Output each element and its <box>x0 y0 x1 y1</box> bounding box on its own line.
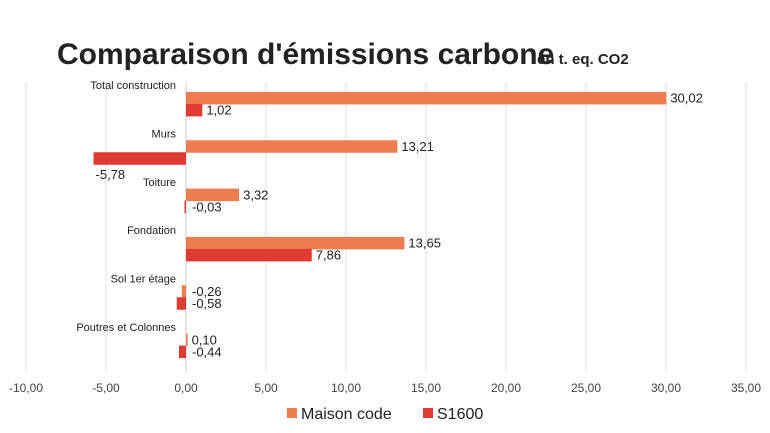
category-labels: Total construction Murs Toiture Fondation So… <box>76 80 176 334</box>
x-axis-ticks: -10,00 -5,00 0,00 5,00 10,00 15,00 20,00 25,00 3… <box>9 381 761 395</box>
bar-maison-code-total-construction <box>186 91 667 105</box>
x-tick-label: 20,00 <box>491 381 521 395</box>
category-label-murs: Murs <box>152 129 177 141</box>
x-tick-label: 35,00 <box>731 381 761 395</box>
bars <box>93 91 667 359</box>
x-tick-label: -10,00 <box>9 381 43 395</box>
bar-s1600-total-construction <box>186 103 203 117</box>
legend: Maison code S1600 <box>287 406 483 423</box>
x-tick-label: 25,00 <box>571 381 601 395</box>
chart-title: Comparaison d'émissions carbone <box>57 38 554 71</box>
x-tick-label: 10,00 <box>331 381 361 395</box>
data-label-maison-code-poutres-et-colonnes: 0,10 <box>192 332 217 347</box>
bar-s1600-sol-1er-etage <box>176 297 186 310</box>
bar-s1600-fondation <box>186 248 312 262</box>
data-label-s1600-toiture: -0,03 <box>192 199 222 214</box>
chart-subtitle: en t. eq. CO2 <box>537 51 629 68</box>
x-tick-label: 15,00 <box>411 381 441 395</box>
legend-label-s1600: S1600 <box>437 406 483 423</box>
chart-title-group: Comparaison d'émissions carbone en t. eq… <box>57 38 629 71</box>
data-label-maison-code-fondation: 13,65 <box>408 236 441 251</box>
bar-maison-code-sol-1er-etage <box>181 285 186 298</box>
bar-s1600-murs <box>93 152 186 165</box>
bar-maison-code-poutres-et-colonnes <box>186 333 188 347</box>
bar-maison-code-toiture <box>186 188 240 202</box>
x-tick-label: 30,00 <box>651 381 681 395</box>
x-tick-label: 5,00 <box>254 381 278 395</box>
x-tick-label: -5,00 <box>92 381 120 395</box>
legend-label-maison-code: Maison code <box>301 406 392 423</box>
x-tick-label: 0,00 <box>174 381 198 395</box>
data-label-s1600-murs: -5,78 <box>96 167 126 182</box>
legend-swatch-s1600 <box>423 408 433 418</box>
data-label-s1600-total-construction: 1,02 <box>206 103 231 118</box>
bar-s1600-poutres-et-colonnes <box>178 345 186 359</box>
bar-s1600-toiture <box>184 200 186 214</box>
data-label-maison-code-toiture: 3,32 <box>243 187 268 202</box>
gridlines <box>25 82 747 372</box>
legend-swatch-maison-code <box>287 408 297 418</box>
category-label-toiture: Toiture <box>143 177 176 189</box>
bar-maison-code-fondation <box>186 236 405 250</box>
category-label-fondation: Fondation <box>127 225 176 237</box>
data-label-maison-code-murs: 13,21 <box>401 139 434 154</box>
data-label-s1600-poutres-et-colonnes: -0,44 <box>192 344 222 359</box>
data-label-s1600-sol-1er-etage: -0,58 <box>192 296 222 311</box>
data-label-maison-code-total-construction: 30,02 <box>670 91 703 106</box>
category-label-total-construction: Total construction <box>90 80 176 92</box>
bar-maison-code-murs <box>186 140 398 153</box>
category-label-sol-1er-etage: Sol 1er étage <box>111 274 176 286</box>
data-label-s1600-fondation: 7,86 <box>316 248 341 263</box>
data-label-maison-code-sol-1er-etage: -0,26 <box>192 284 222 299</box>
data-labels: 30,02 1,02 13,21 -5,78 3,32 -0,03 13,65 7,86 -0,… <box>96 91 703 360</box>
category-label-poutres-et-colonnes: Poutres et Colonnes <box>76 322 176 334</box>
